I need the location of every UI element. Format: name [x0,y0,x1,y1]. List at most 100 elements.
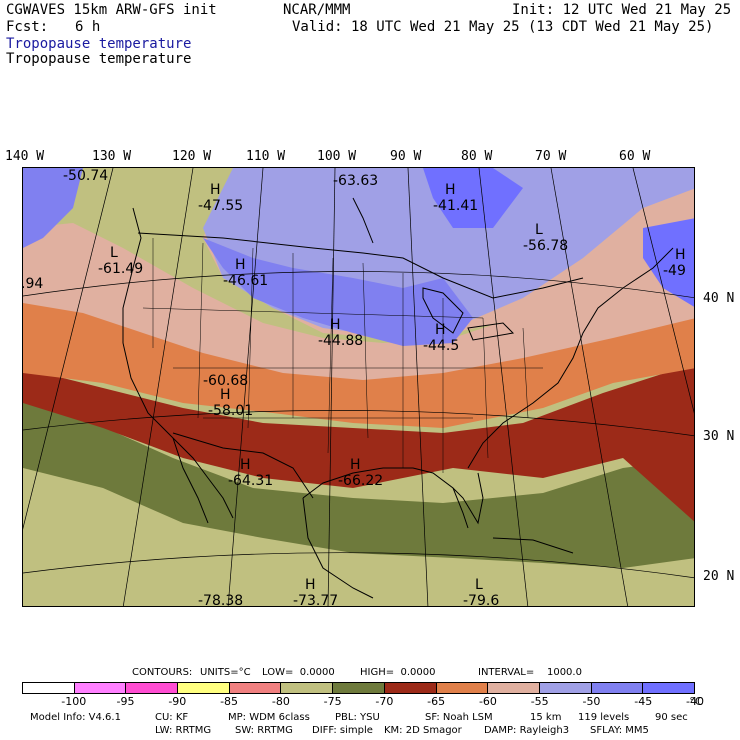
contour-low: LOW= 0.0000 [262,667,335,678]
east-coast [467,247,674,469]
tropopause-temperature-map: H-50.74H-47.55-63.63H-41.41L-56.78.94L-6… [22,167,695,607]
color-scale-tick: -80 [271,695,290,708]
longwave-scheme: LW: RRTMG [155,725,212,736]
meridian-120w [122,168,194,606]
pressure-label-layer: H-50.74H-47.55-63.63H-41.41L-56.78.94L-6… [23,168,686,607]
color-swatch [384,683,437,693]
high-marker: H [305,577,316,593]
parallel-20n [23,552,694,579]
temperature-value-label: -58.01 [208,403,253,419]
center-label: NCAR/MMM [283,2,351,18]
us-canada-border [137,232,584,299]
temperature-value-label: -56.78 [523,238,568,254]
lon-label: 90 W [390,149,422,164]
high-marker: H [220,387,231,403]
color-swatch [333,683,385,693]
band-minus-45-west [23,168,83,248]
low-marker: L [475,577,483,593]
color-scale-unit: °C [689,695,703,708]
band-minus-55 [23,223,694,380]
band-minus-50 [23,168,694,336]
coastlines [122,197,674,599]
lon-label: 60 W [619,149,651,164]
color-scale-tick: -100 [61,695,87,708]
lat-label: 40 N [703,291,735,306]
temperature-value-label: -47.55 [198,198,243,214]
low-marker: L [535,222,543,238]
temperature-value-label: -64.31 [228,473,273,489]
color-scale-tick: -45 [634,695,653,708]
meridian-60w [632,168,694,414]
band-minus-70 [23,398,694,568]
mexico-coast [302,497,374,599]
cumulus-scheme: CU: KF [155,712,189,723]
color-swatch [23,683,75,693]
color-scale-tick: -70 [375,695,394,708]
hudson-bay-edge [352,197,374,244]
temperature-value-label: -63.63 [333,173,378,189]
graticule [23,168,694,606]
west-coast [122,207,234,519]
cuba [492,537,574,554]
surface-scheme: SF: Noah LSM [425,712,493,723]
color-scale-tick: -65 [427,695,446,708]
temperature-value-label: -44.5 [423,338,459,354]
init-time: Init: 12 UTC Wed 21 May 25 [512,2,732,18]
temperature-value-label: -61.49 [98,261,143,277]
color-scale-tick: -60 [478,695,497,708]
high-marker: H [240,457,251,473]
temperature-value-label: -73.77 [293,593,338,607]
band-minus-60 [23,298,694,428]
contour-field-title: Tropopause temperature [6,51,192,67]
surface-layer-scheme: SFLAY: MM5 [590,725,649,736]
high-marker: H [235,257,246,273]
high-marker: H [435,322,446,338]
band-minus-65 [23,363,694,522]
temperature-value-label: -44.88 [318,333,363,349]
band-minus-45-east [643,218,694,307]
color-swatch [539,683,592,693]
km-scheme: KM: 2D Smagor [384,725,462,736]
meridian-100w [327,168,336,606]
temperature-value-label: -78.38 [198,593,243,607]
color-swatch [643,683,694,693]
temperature-value-label: .94 [23,276,43,292]
low-marker: L [110,245,118,261]
color-scale-tick: -40 [686,695,704,708]
temperature-value-label: -41.41 [433,198,478,214]
color-swatch [229,683,282,693]
color-swatch [74,683,127,693]
great-lakes [422,287,515,341]
lon-label: 140 W [5,149,45,164]
time-step: 90 sec [655,712,688,723]
temperature-value-label: -50.74 [63,168,108,184]
lat-label: 20 N [703,569,735,584]
high-marker: H [330,317,341,333]
lon-label: 80 W [461,149,493,164]
high-marker: H [675,247,686,263]
lon-label: 100 W [317,149,357,164]
meridian-90w [407,168,429,606]
high-marker: H [210,182,221,198]
valid-time: Valid: 18 UTC Wed 21 May 25 (13 CDT Wed … [292,19,714,35]
grid-spacing: 15 km [530,712,562,723]
color-swatch [281,683,334,693]
high-marker: H [350,457,361,473]
damping-scheme: DAMP: Rayleigh3 [484,725,570,736]
meridian-70w [550,168,629,606]
model-title: CGWAVES 15km ARW-GFS init [6,2,217,18]
parallel-40n [23,271,694,299]
color-scale-bar [22,682,695,694]
color-scale-tick: -55 [530,695,549,708]
forecast-label: Fcst: [6,19,49,35]
vertical-levels: 119 levels [578,712,630,723]
color-swatch [488,683,540,693]
shaded-field-title: Tropopause temperature [6,36,192,52]
contour-units: UNITS=°C [200,667,251,678]
diffusion-scheme: DIFF: simple [312,725,373,736]
color-scale-tick: -85 [220,695,239,708]
florida [452,472,484,525]
high-marker: H [445,182,456,198]
lon-label: 110 W [246,149,286,164]
lon-label: 130 W [92,149,132,164]
